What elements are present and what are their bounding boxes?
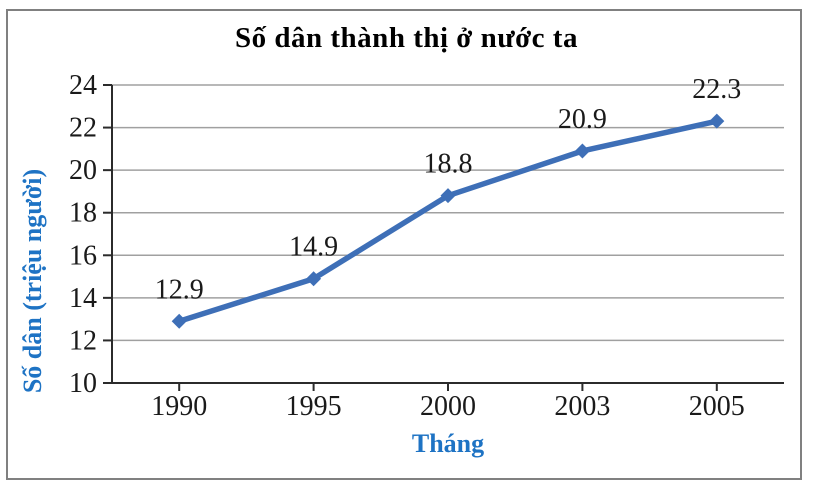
data-point-marker bbox=[306, 271, 322, 287]
y-tick-label: 16 bbox=[69, 240, 97, 271]
data-point-label: 12.9 bbox=[155, 274, 204, 305]
y-tick-label: 14 bbox=[69, 283, 97, 314]
data-point-marker bbox=[574, 143, 590, 159]
data-point-marker bbox=[171, 313, 187, 329]
x-axis-title: Tháng bbox=[411, 429, 485, 458]
x-tick-label: 2000 bbox=[420, 391, 476, 422]
data-point-label: 20.9 bbox=[558, 104, 607, 135]
y-tick-label: 24 bbox=[69, 70, 97, 101]
data-point-marker bbox=[440, 188, 456, 204]
data-point-marker bbox=[709, 113, 725, 129]
y-tick-label: 20 bbox=[69, 155, 97, 186]
chart-frame bbox=[6, 9, 802, 480]
x-tick-label: 1995 bbox=[286, 391, 342, 422]
y-tick-label: 22 bbox=[69, 113, 97, 144]
x-tick-label: 2005 bbox=[689, 391, 745, 422]
data-point-label: 22.3 bbox=[692, 74, 741, 105]
y-tick-label: 12 bbox=[69, 325, 97, 356]
data-point-label: 18.8 bbox=[424, 149, 473, 180]
y-tick-label: 10 bbox=[69, 368, 97, 399]
data-point-label: 14.9 bbox=[289, 232, 338, 263]
chart-title: Số dân thành thị ở nước ta bbox=[235, 22, 578, 54]
x-tick-label: 2003 bbox=[554, 391, 610, 422]
y-tick-label: 18 bbox=[69, 198, 97, 229]
x-tick-label: 1990 bbox=[151, 391, 207, 422]
